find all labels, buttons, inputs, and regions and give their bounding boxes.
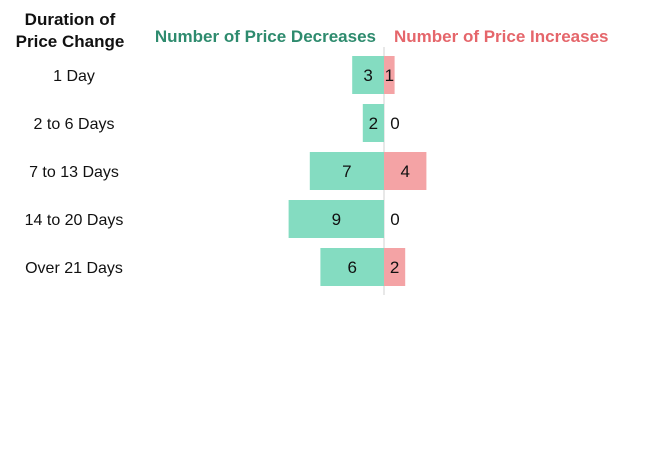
data-label-price-decreases: 3 (363, 66, 372, 85)
data-label-price-decreases: 9 (332, 210, 341, 229)
bar-price-decreases (362, 104, 384, 142)
bar-price-increases (384, 248, 406, 286)
data-label-price-increases: 0 (390, 114, 399, 133)
category-label: 7 to 13 Days (29, 164, 119, 181)
data-label-price-increases: 0 (390, 210, 399, 229)
data-label-price-decreases: 6 (347, 258, 356, 277)
bar-price-decreases (352, 56, 384, 94)
data-label-price-increases: 2 (390, 258, 399, 277)
bar-price-increases (384, 56, 395, 94)
category-label: 1 Day (53, 68, 95, 85)
row-header-line-1: Duration of (25, 10, 116, 29)
legend-price-increases: Number of Price Increases (394, 27, 608, 46)
bar-price-decreases (320, 248, 384, 286)
data-label-price-increases: 1 (385, 66, 394, 85)
legend-price-decreases: Number of Price Decreases (155, 27, 376, 46)
data-label-price-decreases: 7 (342, 162, 351, 181)
data-label-price-increases: 4 (400, 162, 409, 181)
bar-price-decreases (309, 152, 384, 190)
category-label: Over 21 Days (25, 260, 123, 277)
bar-price-increases (384, 152, 427, 190)
row-header-line-2: Price Change (16, 32, 125, 51)
data-label-price-decreases: 2 (369, 114, 378, 133)
category-label: 14 to 20 Days (25, 212, 124, 229)
category-label: 2 to 6 Days (34, 116, 115, 133)
bar-price-decreases (288, 200, 384, 238)
